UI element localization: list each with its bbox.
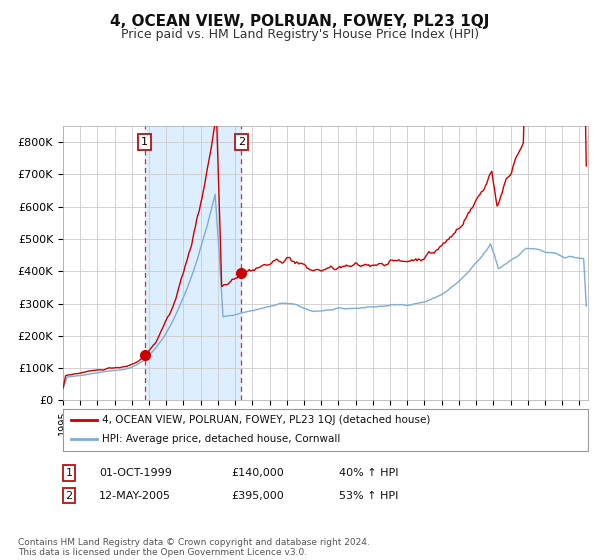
Text: 01-OCT-1999: 01-OCT-1999 — [99, 468, 172, 478]
Text: £140,000: £140,000 — [231, 468, 284, 478]
Text: 12-MAY-2005: 12-MAY-2005 — [99, 491, 171, 501]
Text: Contains HM Land Registry data © Crown copyright and database right 2024.
This d: Contains HM Land Registry data © Crown c… — [18, 538, 370, 557]
Text: HPI: Average price, detached house, Cornwall: HPI: Average price, detached house, Corn… — [103, 435, 341, 445]
Text: £395,000: £395,000 — [231, 491, 284, 501]
Text: 40% ↑ HPI: 40% ↑ HPI — [339, 468, 398, 478]
Text: 2: 2 — [238, 137, 245, 147]
Text: 1: 1 — [65, 468, 73, 478]
Text: 4, OCEAN VIEW, POLRUAN, FOWEY, PL23 1QJ: 4, OCEAN VIEW, POLRUAN, FOWEY, PL23 1QJ — [110, 14, 490, 29]
Text: 1: 1 — [141, 137, 148, 147]
Text: 4, OCEAN VIEW, POLRUAN, FOWEY, PL23 1QJ (detached house): 4, OCEAN VIEW, POLRUAN, FOWEY, PL23 1QJ … — [103, 415, 431, 425]
Bar — [145, 126, 241, 400]
Text: 53% ↑ HPI: 53% ↑ HPI — [339, 491, 398, 501]
Text: 2: 2 — [65, 491, 73, 501]
Text: Price paid vs. HM Land Registry's House Price Index (HPI): Price paid vs. HM Land Registry's House … — [121, 28, 479, 41]
